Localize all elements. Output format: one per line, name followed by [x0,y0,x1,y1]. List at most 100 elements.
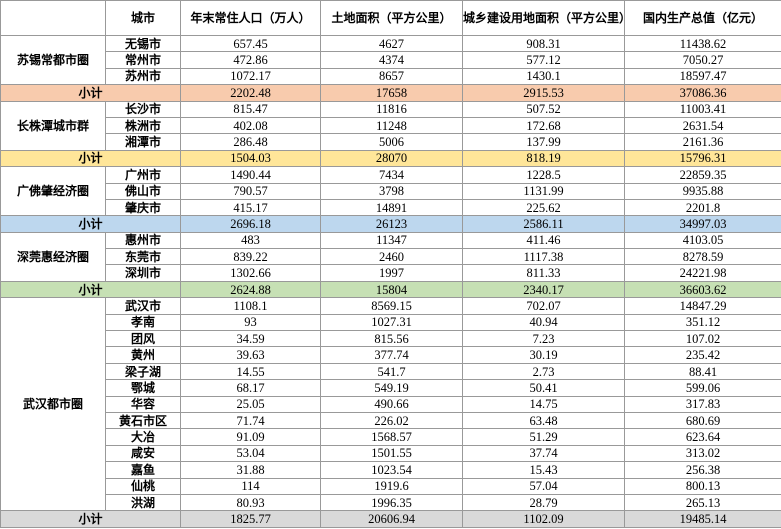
subtotal-value: 1102.09 [462,510,625,528]
subtotal-label: 小计 [0,215,181,233]
city-cell: 株洲市 [105,116,181,135]
value-cell: 14847.29 [624,297,781,315]
subtotal-row: 小计 2696.18 26123 2586.11 34997.03 [0,215,781,233]
value-cell: 2161.36 [624,133,781,151]
value-cell: 114 [180,477,321,495]
city-cell: 孝南 [105,313,181,332]
value-cell: 8278.59 [624,248,781,266]
value-cell: 577.12 [462,51,625,69]
value-cell: 63.48 [462,411,625,430]
city-cell: 无锡市 [105,34,181,53]
value-cell: 815.47 [180,100,321,118]
subtotal-value: 37086.36 [624,84,781,102]
value-cell: 107.02 [624,330,781,348]
value-cell: 18597.47 [624,67,781,86]
value-cell: 22859.35 [624,166,781,184]
value-cell: 28.79 [462,493,625,512]
value-cell: 8657 [320,67,463,86]
value-cell: 2631.54 [624,116,781,135]
value-cell: 137.99 [462,133,625,151]
value-cell: 40.94 [462,313,625,332]
value-cell: 839.22 [180,248,321,266]
value-cell: 11816 [320,100,463,118]
value-cell: 93 [180,313,321,332]
header-cell: 年末常住人口（万人） [180,0,321,36]
data-row: 肇庆市 415.17 14891 225.62 2201.8 [1,198,781,217]
value-cell: 483 [180,231,321,250]
value-cell: 80.93 [180,493,321,512]
value-cell: 1490.44 [180,166,321,184]
value-cell: 30.19 [462,346,625,364]
subtotal-row: 小计 2624.88 15804 2340.17 36603.62 [0,280,781,299]
value-cell: 415.17 [180,198,321,217]
value-cell: 1108.1 [180,297,321,315]
city-cell: 惠州市 [105,231,181,250]
subtotal-value: 28070 [320,149,463,168]
subtotal-value: 15804 [320,280,463,299]
value-cell: 351.12 [624,313,781,332]
value-cell: 286.48 [180,133,321,151]
value-cell: 225.62 [462,198,625,217]
subtotal-value: 19485.14 [624,510,781,528]
header-row: 城市 年末常住人口（万人） 土地面积（平方公里） 城乡建设用地面积（平方公里） 国内生产… [0,0,781,36]
data-row: 团风 34.59 815.56 7.23 107.02 [1,330,781,348]
value-cell: 1228.5 [462,166,625,184]
value-cell: 7050.27 [624,51,781,69]
city-cell: 长沙市 [105,100,181,118]
value-cell: 1072.17 [180,67,321,86]
data-row: 常州市 472.86 4374 577.12 7050.27 [1,51,781,69]
value-cell: 623.64 [624,428,781,446]
subtotal-label: 小计 [0,510,181,528]
value-cell: 790.57 [180,182,321,200]
value-cell: 11438.62 [624,34,781,53]
value-cell: 53.04 [180,444,321,463]
value-cell: 11248 [320,116,463,135]
corner-cell [0,0,106,36]
city-cell: 苏州市 [105,67,181,86]
city-cell: 梁子湖 [105,362,181,381]
value-cell: 313.02 [624,444,781,463]
city-cell: 洪湖 [105,493,181,512]
city-cell: 深圳市 [105,264,181,282]
data-row: 嘉鱼 31.88 1023.54 15.43 256.38 [1,461,781,479]
value-cell: 800.13 [624,477,781,495]
subtotal-value: 2340.17 [462,280,625,299]
value-cell: 7.23 [462,330,625,348]
subtotal-value: 20606.94 [320,510,463,528]
city-cell: 武汉市 [105,297,181,315]
value-cell: 14891 [320,198,463,217]
subtotal-value: 818.19 [462,149,625,168]
subtotal-value: 2915.53 [462,84,625,102]
subtotal-value: 2586.11 [462,215,625,233]
data-row: 株洲市 402.08 11248 172.68 2631.54 [1,116,781,135]
group-name: 长株潭城市群 [0,100,106,151]
group-name: 苏锡常都市圈 [0,34,106,86]
value-cell: 14.75 [462,395,625,413]
value-cell: 34.59 [180,330,321,348]
subtotal-value: 26123 [320,215,463,233]
value-cell: 15.43 [462,461,625,479]
value-cell: 2201.8 [624,198,781,217]
value-cell: 1568.57 [320,428,463,446]
subtotal-value: 36603.62 [624,280,781,299]
city-cell: 华容 [105,395,181,413]
value-cell: 377.74 [320,346,463,364]
value-cell: 11347 [320,231,463,250]
subtotal-label: 小计 [0,149,181,168]
data-row: 华容 25.05 490.66 14.75 317.83 [1,395,781,413]
city-cell: 东莞市 [105,248,181,266]
subtotal-label: 小计 [0,280,181,299]
value-cell: 8569.15 [320,297,463,315]
data-row: 佛山市 790.57 3798 1131.99 9935.88 [1,182,781,200]
value-cell: 1027.31 [320,313,463,332]
value-cell: 4627 [320,34,463,53]
value-cell: 1996.35 [320,493,463,512]
value-cell: 402.08 [180,116,321,135]
data-row: 洪湖 80.93 1996.35 28.79 265.13 [1,493,781,512]
value-cell: 31.88 [180,461,321,479]
value-cell: 226.02 [320,411,463,430]
value-cell: 91.09 [180,428,321,446]
value-cell: 1023.54 [320,461,463,479]
subtotal-value: 1825.77 [180,510,321,528]
